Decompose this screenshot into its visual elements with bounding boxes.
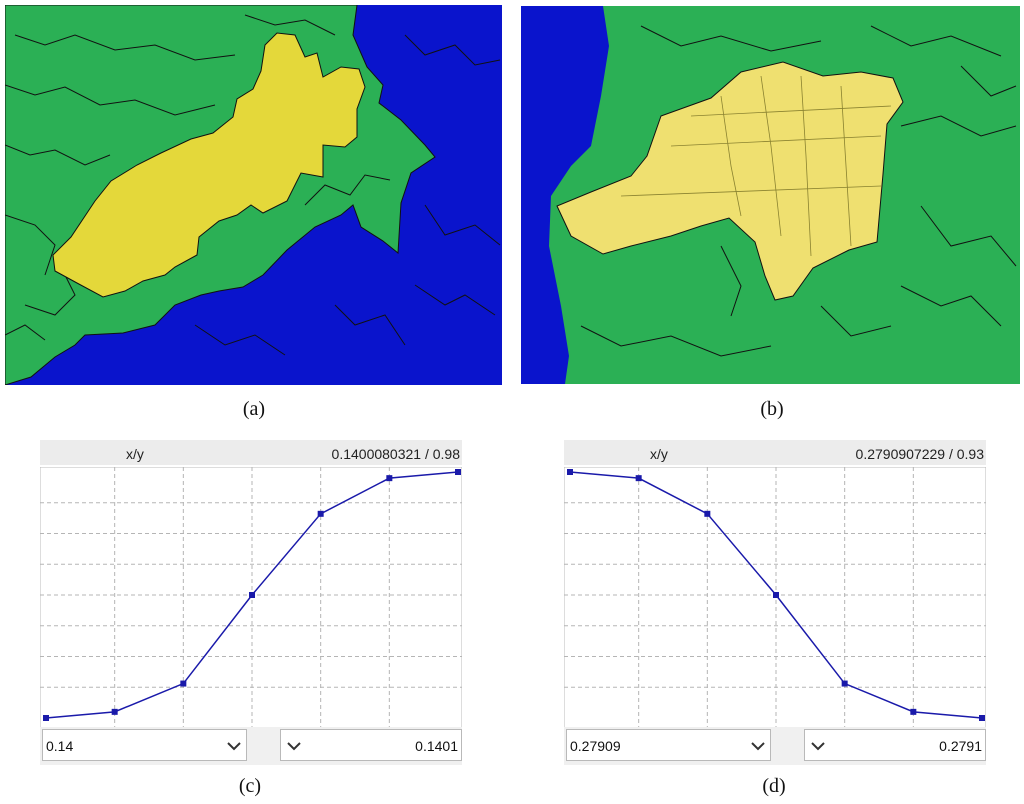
min-value-dropdown[interactable]: 0.14	[42, 729, 247, 761]
selected-region	[556, 61, 904, 301]
chevron-down-icon	[751, 742, 765, 751]
curve-plot[interactable]	[40, 467, 462, 729]
curve-plot[interactable]	[564, 467, 986, 729]
chevron-down-icon	[811, 742, 825, 751]
curve-control-point[interactable]	[455, 469, 461, 475]
curve-control-point[interactable]	[910, 708, 917, 715]
min-value-text: 0.14	[46, 738, 74, 754]
caption-b: (b)	[760, 398, 784, 420]
curve-control-point[interactable]	[567, 469, 573, 475]
max-value-text: 0.1401	[415, 738, 458, 754]
curve-control-point[interactable]	[635, 475, 642, 482]
curve-control-point[interactable]	[43, 715, 49, 721]
xy-value: 0.2790907229 / 0.93	[855, 446, 984, 462]
curve-control-point[interactable]	[841, 680, 848, 687]
curve-control-point[interactable]	[386, 475, 393, 482]
curve-control-point[interactable]	[979, 715, 985, 721]
water-region	[521, 6, 609, 384]
max-value-dropdown[interactable]: 0.2791	[804, 729, 986, 761]
map-image-b	[521, 6, 1020, 384]
controls-bar: 0.14 0.1401	[40, 727, 462, 765]
caption-c: (c)	[238, 775, 262, 797]
xy-label: x/y	[650, 446, 668, 462]
caption-a: (a)	[242, 398, 266, 420]
curve-control-point[interactable]	[249, 592, 255, 598]
curve-control-point[interactable]	[180, 680, 187, 687]
xy-value: 0.1400080321 / 0.98	[331, 446, 460, 462]
chevron-down-icon	[227, 742, 241, 751]
curve-editor-d: x/y 0.2790907229 / 0.93 0.27909 0.2791	[564, 440, 986, 770]
curve-control-point[interactable]	[317, 510, 324, 517]
chevron-down-icon	[287, 742, 301, 751]
xy-label: x/y	[126, 446, 144, 462]
header-bar: x/y 0.2790907229 / 0.93	[564, 440, 986, 465]
controls-bar: 0.27909 0.2791	[564, 727, 986, 765]
max-value-text: 0.2791	[939, 738, 982, 754]
max-value-dropdown[interactable]: 0.1401	[280, 729, 462, 761]
curve-control-point[interactable]	[773, 592, 779, 598]
min-value-dropdown[interactable]: 0.27909	[566, 729, 771, 761]
map-image-a	[5, 5, 502, 385]
header-bar: x/y 0.1400080321 / 0.98	[40, 440, 462, 465]
curve-control-point[interactable]	[704, 510, 711, 517]
caption-d: (d)	[762, 775, 786, 797]
curve-editor-c: x/y 0.1400080321 / 0.98 0.14 0.1401	[40, 440, 462, 770]
min-value-text: 0.27909	[570, 738, 621, 754]
curve-control-point[interactable]	[111, 708, 118, 715]
selected-region	[52, 32, 366, 298]
